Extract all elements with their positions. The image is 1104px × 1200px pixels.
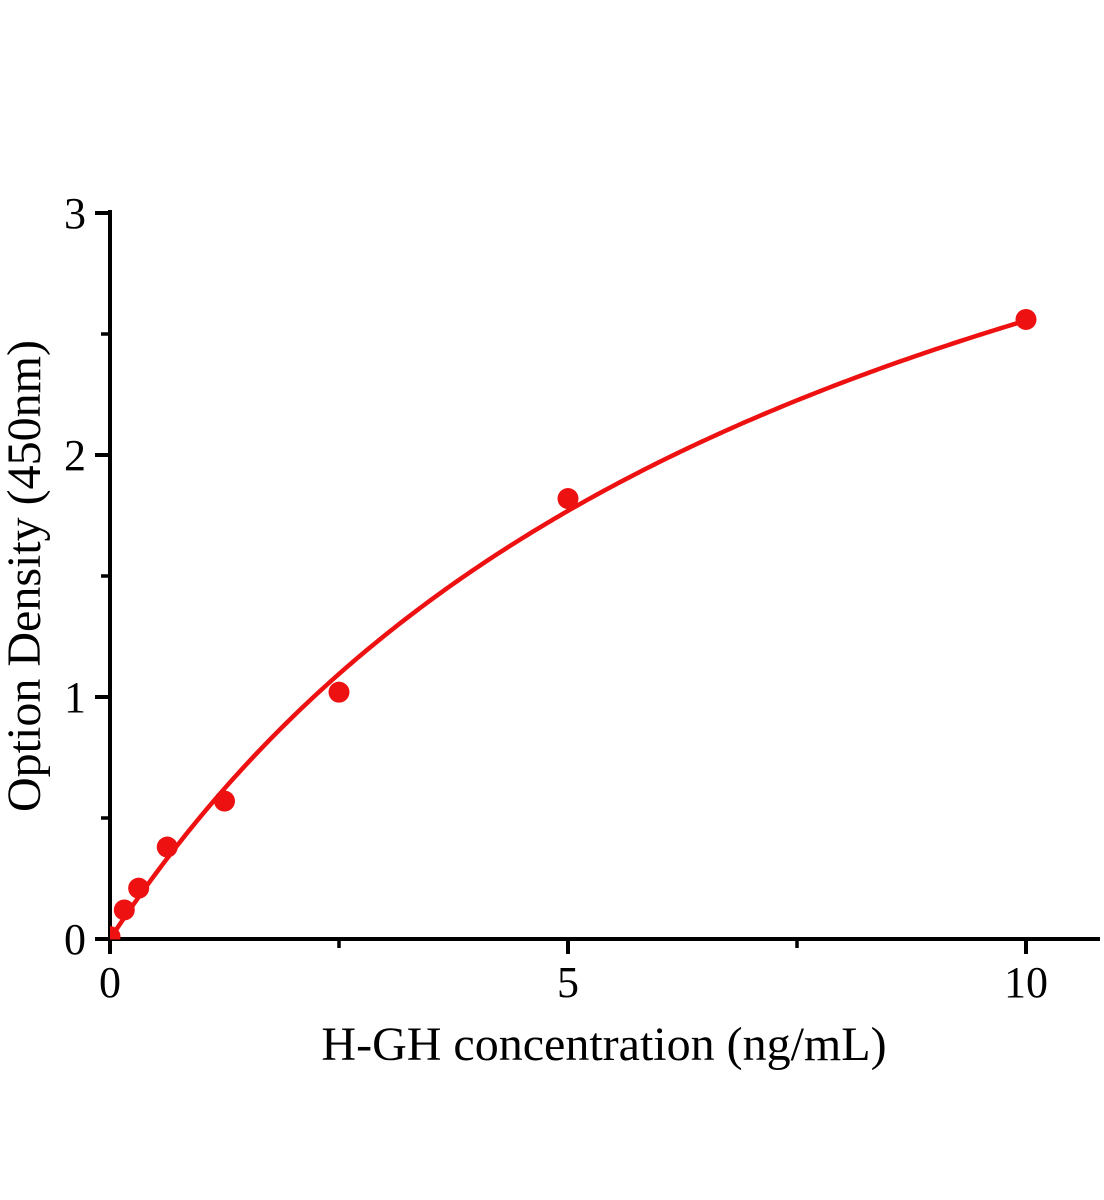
data-point xyxy=(156,836,178,858)
x-tick-label: 10 xyxy=(1004,958,1048,1007)
data-point xyxy=(113,899,135,921)
x-tick-label: 5 xyxy=(557,958,579,1007)
tick-labels: 0 1 2 3 0 5 10 xyxy=(64,189,1048,1007)
data-point xyxy=(328,681,350,703)
y-tick-label: 1 xyxy=(64,673,86,722)
data-point xyxy=(557,488,579,510)
data-point xyxy=(214,790,235,812)
y-axis-title: Option Density (450nm) xyxy=(0,340,51,812)
y-tick-label: 3 xyxy=(64,189,86,238)
y-tick-label: 2 xyxy=(64,431,86,480)
data-series xyxy=(110,308,1037,940)
y-tick-label: 0 xyxy=(64,915,86,964)
fit-curve xyxy=(110,318,1029,940)
axes xyxy=(95,210,1100,954)
data-point xyxy=(1015,308,1037,330)
data-point xyxy=(128,877,150,899)
x-axis-title: H-GH concentration (ng/mL) xyxy=(321,1018,886,1071)
data-point xyxy=(110,926,121,940)
x-tick-label: 0 xyxy=(99,958,121,1007)
